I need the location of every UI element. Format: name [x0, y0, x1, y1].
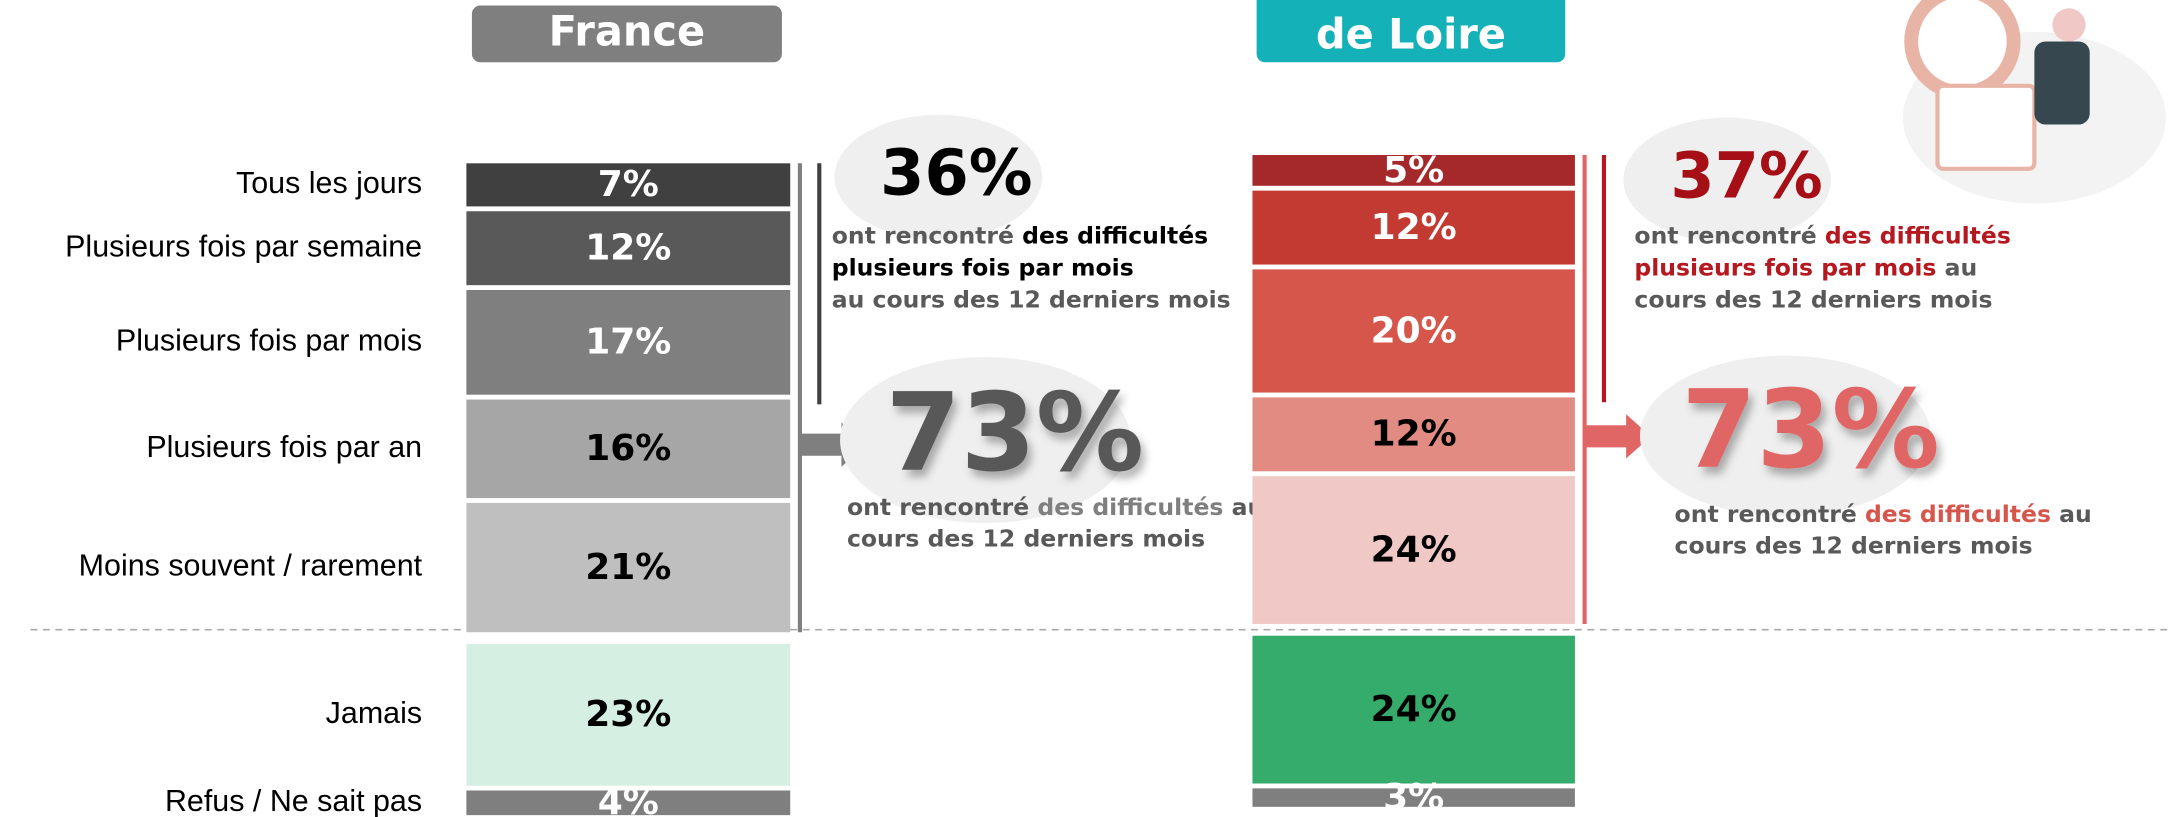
header-label: France	[549, 7, 705, 56]
annotation-part: ont rencontré	[1634, 221, 1824, 249]
annotation-text: cours des 12 derniers mois	[1634, 285, 1992, 313]
annotation-part: plusieurs fois par mois	[832, 253, 1134, 281]
annotation-value: 73%	[886, 371, 1144, 496]
annotation-part: ont rencontré	[847, 492, 1037, 520]
category-label: Tous les jours	[236, 166, 422, 200]
annotation-part: cours des 12 derniers mois	[847, 524, 1205, 552]
segment-label: 17%	[585, 322, 671, 363]
segment-label: 5%	[1383, 150, 1444, 191]
annotation-text: ont rencontré des difficultés	[1634, 221, 2010, 249]
segment-label: 16%	[585, 428, 671, 469]
illustration	[1903, 0, 2166, 203]
header-label: de Loire	[1316, 9, 1506, 58]
category-label: Plusieurs fois par an	[146, 430, 422, 464]
annotation-part: plusieurs fois par mois	[1634, 253, 1936, 281]
annotation-text: cours des 12 derniers mois	[1675, 531, 2033, 559]
annotation-text: plusieurs fois par mois au	[1634, 253, 1977, 281]
annotation-part: des difficultés	[1037, 492, 1223, 520]
annotation-text: ont rencontré des difficultés au	[847, 492, 1264, 520]
segment-label: 20%	[1371, 310, 1457, 351]
category-label: Refus / Ne sait pas	[165, 784, 422, 817]
segment-label: 24%	[1371, 529, 1457, 570]
annotation-text: ont rencontré des difficultés au	[1675, 499, 2092, 527]
segment-label: 7%	[598, 164, 659, 205]
segment-label: 12%	[585, 228, 671, 269]
segment-label: 4%	[598, 782, 659, 817]
annotation-part: cours des 12 derniers mois	[1634, 285, 1992, 313]
chart: France 7% Tous les jours 12% Plusieurs fois …	[0, 0, 2170, 817]
annotation-value: 37%	[1670, 139, 1822, 213]
segment-label: 3%	[1383, 777, 1444, 817]
annotation-part: au	[2051, 499, 2092, 527]
annotation-text: au cours des 12 derniers mois	[832, 285, 1231, 313]
annotation-value: 73%	[1681, 368, 1939, 493]
category-label: Plusieurs fois par semaine	[65, 229, 422, 263]
annotation-part: ont rencontré	[1675, 499, 1865, 527]
annotation-value: 36%	[880, 137, 1032, 211]
category-label: Moins souvent / rarement	[79, 549, 423, 583]
segment-label: 21%	[585, 547, 671, 588]
segment-label: 23%	[585, 694, 671, 735]
annotation-part: au cours des 12 derniers mois	[832, 285, 1231, 313]
annotation-part: au	[1936, 253, 1977, 281]
annotation-text: ont rencontré des difficultés	[832, 221, 1208, 249]
segment-label: 12%	[1371, 414, 1457, 455]
annotation-part: ont rencontré	[832, 221, 1022, 249]
annotation-text: plusieurs fois par mois	[832, 253, 1134, 281]
segment-label: 24%	[1371, 689, 1457, 730]
annotation-part: des difficultés	[1022, 221, 1208, 249]
category-label: Jamais	[326, 696, 422, 730]
annotation-part: cours des 12 derniers mois	[1675, 531, 2033, 559]
annotation-part: des difficultés	[1865, 499, 2051, 527]
annotation-part: des difficultés	[1825, 221, 2011, 249]
category-label: Plusieurs fois par mois	[116, 323, 422, 357]
annotation-text: cours des 12 derniers mois	[847, 524, 1205, 552]
segment-label: 12%	[1371, 207, 1457, 248]
